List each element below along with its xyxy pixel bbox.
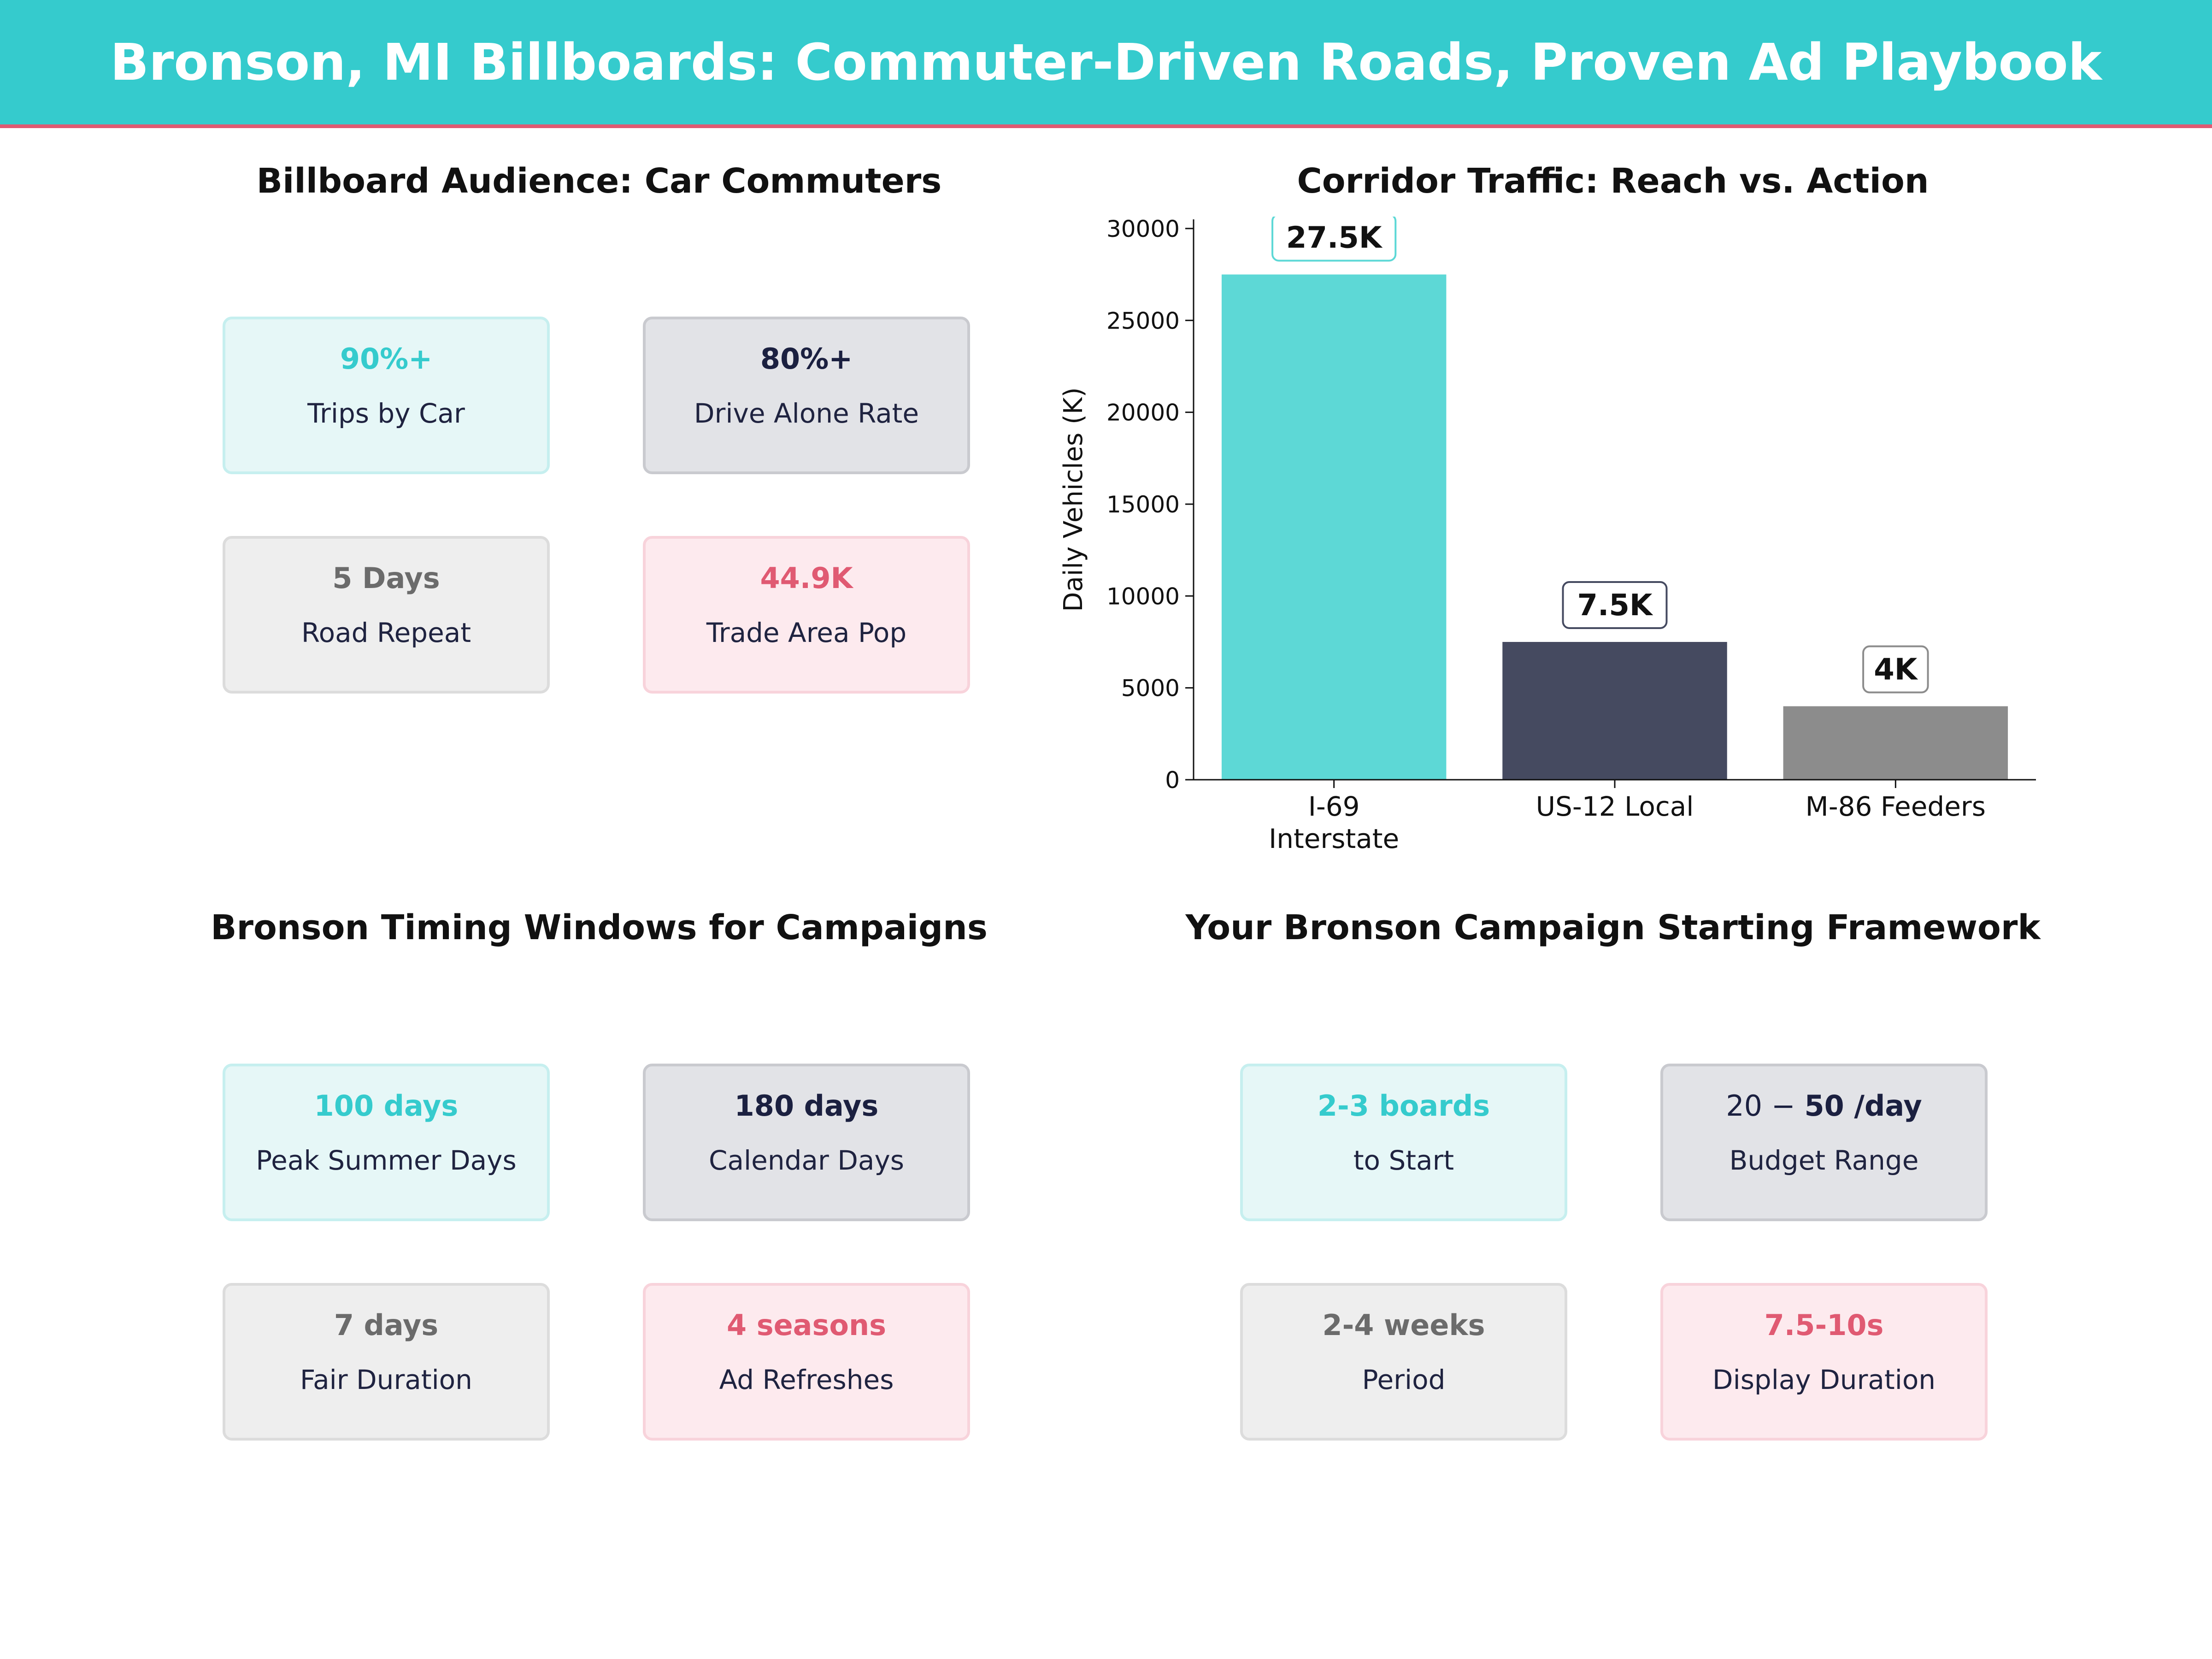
stat-value-prefix: 20 − (1726, 1089, 1805, 1123)
stat-label: Peak Summer Days (256, 1145, 517, 1176)
stat-label: Period (1362, 1364, 1446, 1395)
audience-panel-title: Billboard Audience: Car Commuters (256, 161, 942, 201)
stat-value: 2-3 boards (1317, 1089, 1490, 1123)
stat-label: Display Duration (1712, 1364, 1936, 1395)
stat-card-boards-to-start: 2-3 boards to Start (1240, 1064, 1567, 1221)
data-label: 27.5K (1286, 221, 1383, 255)
timing-panel-title: Bronson Timing Windows for Campaigns (211, 908, 988, 947)
stat-value-main: 50 /day (1804, 1089, 1922, 1123)
stat-label: to Start (1353, 1145, 1454, 1176)
stat-label: Budget Range (1729, 1145, 1919, 1176)
bar (1783, 706, 2008, 780)
x-tick-label: Interstate (1269, 823, 1399, 854)
stat-value: 44.9K (760, 561, 853, 595)
page-title: Bronson, MI Billboards: Commuter-Driven … (110, 33, 2102, 92)
stat-card-trips-by-car: 90%+ Trips by Car (223, 317, 550, 474)
data-label-box (1862, 645, 1929, 694)
y-axis-label: Daily Vehicles (K) (1059, 387, 1088, 612)
x-tick-label: M-86 Feeders (1806, 791, 1986, 822)
stat-value: 2-4 weeks (1322, 1308, 1485, 1342)
stat-card-ad-refreshes: 4 seasons Ad Refreshes (643, 1283, 970, 1441)
x-tick-label: US-12 Local (1536, 791, 1694, 822)
y-tick-label: 0 (1165, 767, 1180, 794)
x-tick-label: I-69 (1308, 791, 1360, 822)
chart-title: Corridor Traffic: Reach vs. Action (1297, 161, 1929, 201)
stat-card-peak-summer-days: 100 days Peak Summer Days (223, 1064, 550, 1221)
y-tick-label: 15000 (1106, 491, 1180, 518)
stat-value: 5 Days (332, 561, 440, 595)
stat-label: Fair Duration (300, 1364, 472, 1395)
data-label-box (1562, 581, 1668, 629)
stat-label: Ad Refreshes (719, 1364, 894, 1395)
stat-value: 7 days (334, 1308, 439, 1342)
stat-card-drive-alone-rate: 80%+ Drive Alone Rate (643, 317, 970, 474)
stat-value: 20 − 50 /day (1663, 1088, 1985, 1124)
stat-value: 180 days (734, 1089, 879, 1123)
y-tick-label: 20000 (1106, 400, 1180, 426)
stat-card-display-duration: 7.5-10s Display Duration (1660, 1283, 1988, 1441)
y-tick-label: 5000 (1121, 675, 1180, 702)
stat-value: 4 seasons (726, 1308, 887, 1342)
title-banner: Bronson, MI Billboards: Commuter-Driven … (0, 0, 2212, 128)
stat-label: Drive Alone Rate (694, 398, 919, 429)
stat-label: Road Repeat (301, 617, 471, 648)
y-tick-label: 10000 (1106, 583, 1180, 610)
stat-value: 80%+ (760, 342, 853, 376)
stat-value: 7.5-10s (1764, 1308, 1884, 1342)
bar (1502, 641, 1727, 780)
data-label-box (1271, 217, 1397, 262)
data-label: 7.5K (1577, 588, 1653, 623)
data-label: 4K (1874, 653, 1918, 687)
stat-card-calendar-days: 180 days Calendar Days (643, 1064, 970, 1221)
corridor-traffic-chart: Daily Vehicles (K) 0 5000 10000 15000 20000 25… (1059, 217, 2036, 854)
y-tick-label: 25000 (1106, 307, 1180, 334)
stat-label: Calendar Days (709, 1145, 904, 1176)
stat-card-budget-range: 20 − 50 /day Budget Range (1660, 1064, 1988, 1221)
stat-label: Trade Area Pop (706, 617, 907, 648)
stat-value: 100 days (314, 1089, 459, 1123)
y-tick-label: 30000 (1106, 217, 1180, 242)
stat-label: Trips by Car (307, 398, 465, 429)
stat-card-fair-duration: 7 days Fair Duration (223, 1283, 550, 1441)
bar (1221, 274, 1447, 780)
stat-value: 90%+ (340, 342, 433, 376)
stat-card-road-repeat: 5 Days Road Repeat (223, 536, 550, 694)
framework-panel-title: Your Bronson Campaign Starting Framework (1185, 908, 2041, 947)
stat-card-period: 2-4 weeks Period (1240, 1283, 1567, 1441)
stat-card-trade-area-pop: 44.9K Trade Area Pop (643, 536, 970, 694)
